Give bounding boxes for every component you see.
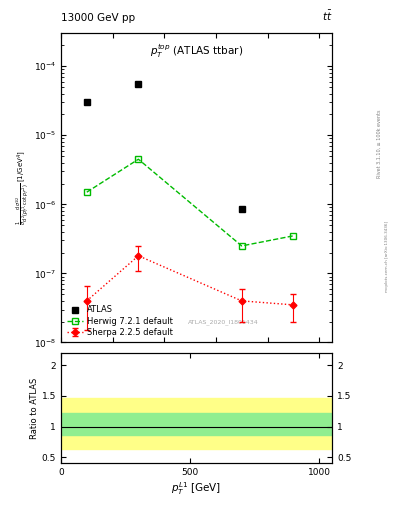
Legend: ATLAS, Herwig 7.2.1 default, Sherpa 2.2.5 default: ATLAS, Herwig 7.2.1 default, Sherpa 2.2.…: [65, 304, 174, 338]
Text: 13000 GeV pp: 13000 GeV pp: [61, 13, 135, 23]
Bar: [61, 413, 332, 435]
ATLAS: [136, 81, 141, 87]
Text: $p_T^{top}$ (ATLAS ttbar): $p_T^{top}$ (ATLAS ttbar): [150, 42, 243, 60]
Herwig 7.2.1 default: [136, 156, 141, 162]
Line: ATLAS: ATLAS: [84, 81, 245, 212]
Herwig 7.2.1 default: [291, 233, 296, 239]
Text: Rivet 3.1.10, ≥ 100k events: Rivet 3.1.10, ≥ 100k events: [377, 109, 382, 178]
Text: mcplots.cern.ch [arXiv:1306.3436]: mcplots.cern.ch [arXiv:1306.3436]: [385, 221, 389, 291]
Y-axis label: Ratio to ATLAS: Ratio to ATLAS: [30, 377, 39, 439]
Line: Herwig 7.2.1 default: Herwig 7.2.1 default: [84, 156, 296, 249]
ATLAS: [84, 99, 89, 105]
Y-axis label: $\frac{1}{\sigma}\frac{\mathrm{d}\sigma^{1/2}}{\mathrm{d}^2(p_T^{L1}{\cdot}\cot\: $\frac{1}{\sigma}\frac{\mathrm{d}\sigma^…: [15, 151, 32, 225]
Text: ATLAS_2020_I1801434: ATLAS_2020_I1801434: [188, 320, 259, 326]
X-axis label: $p_T^{L1}$ [GeV]: $p_T^{L1}$ [GeV]: [171, 480, 222, 497]
ATLAS: [239, 206, 244, 212]
Bar: [61, 398, 332, 449]
Text: $t\bar{t}$: $t\bar{t}$: [321, 9, 332, 23]
Herwig 7.2.1 default: [239, 243, 244, 249]
Herwig 7.2.1 default: [84, 189, 89, 195]
